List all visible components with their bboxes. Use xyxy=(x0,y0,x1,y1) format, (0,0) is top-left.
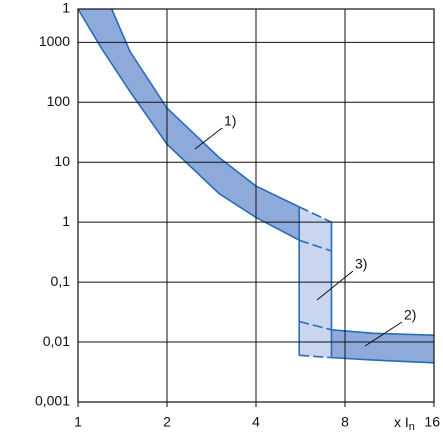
x-tick-label: 8 xyxy=(341,414,349,430)
y-tick-label: 1 xyxy=(62,0,70,16)
y-tick-label: 0,001 xyxy=(35,393,70,409)
leader-line xyxy=(364,321,403,347)
y-tick-label: 100 xyxy=(47,93,71,109)
y-tick-label: 0,01 xyxy=(43,333,70,349)
x-tick-label: 2 xyxy=(163,414,171,430)
y-tick-label: 0,1 xyxy=(51,273,71,289)
region-label: 2) xyxy=(404,307,416,323)
band-edge xyxy=(298,239,332,252)
x-tick-label: 16 xyxy=(424,414,440,430)
x-axis-label-sub: n xyxy=(409,421,415,433)
y-tick-label: 10 xyxy=(54,153,70,169)
plot-border xyxy=(77,8,435,403)
x-axis-label: x In xyxy=(394,414,415,433)
band-region xyxy=(78,9,300,241)
x-tick-label: 1 xyxy=(74,414,82,430)
band-edge xyxy=(299,320,332,331)
band-edge xyxy=(299,354,332,359)
band-edge xyxy=(331,329,435,337)
y-tick-label: 1 xyxy=(62,213,70,229)
band-edge xyxy=(110,8,300,208)
band-edge xyxy=(298,206,332,223)
leader-line xyxy=(316,270,354,301)
x-axis-label-main: x I xyxy=(394,414,409,430)
region-label: 1) xyxy=(224,113,236,129)
leader-line xyxy=(194,127,223,150)
x-tick-label: 4 xyxy=(252,414,260,430)
plot-area xyxy=(77,8,435,364)
band-region xyxy=(331,329,434,363)
band-edge xyxy=(331,356,435,364)
region-label: 3) xyxy=(355,256,367,272)
y-tick-label: 1000 xyxy=(39,33,70,49)
